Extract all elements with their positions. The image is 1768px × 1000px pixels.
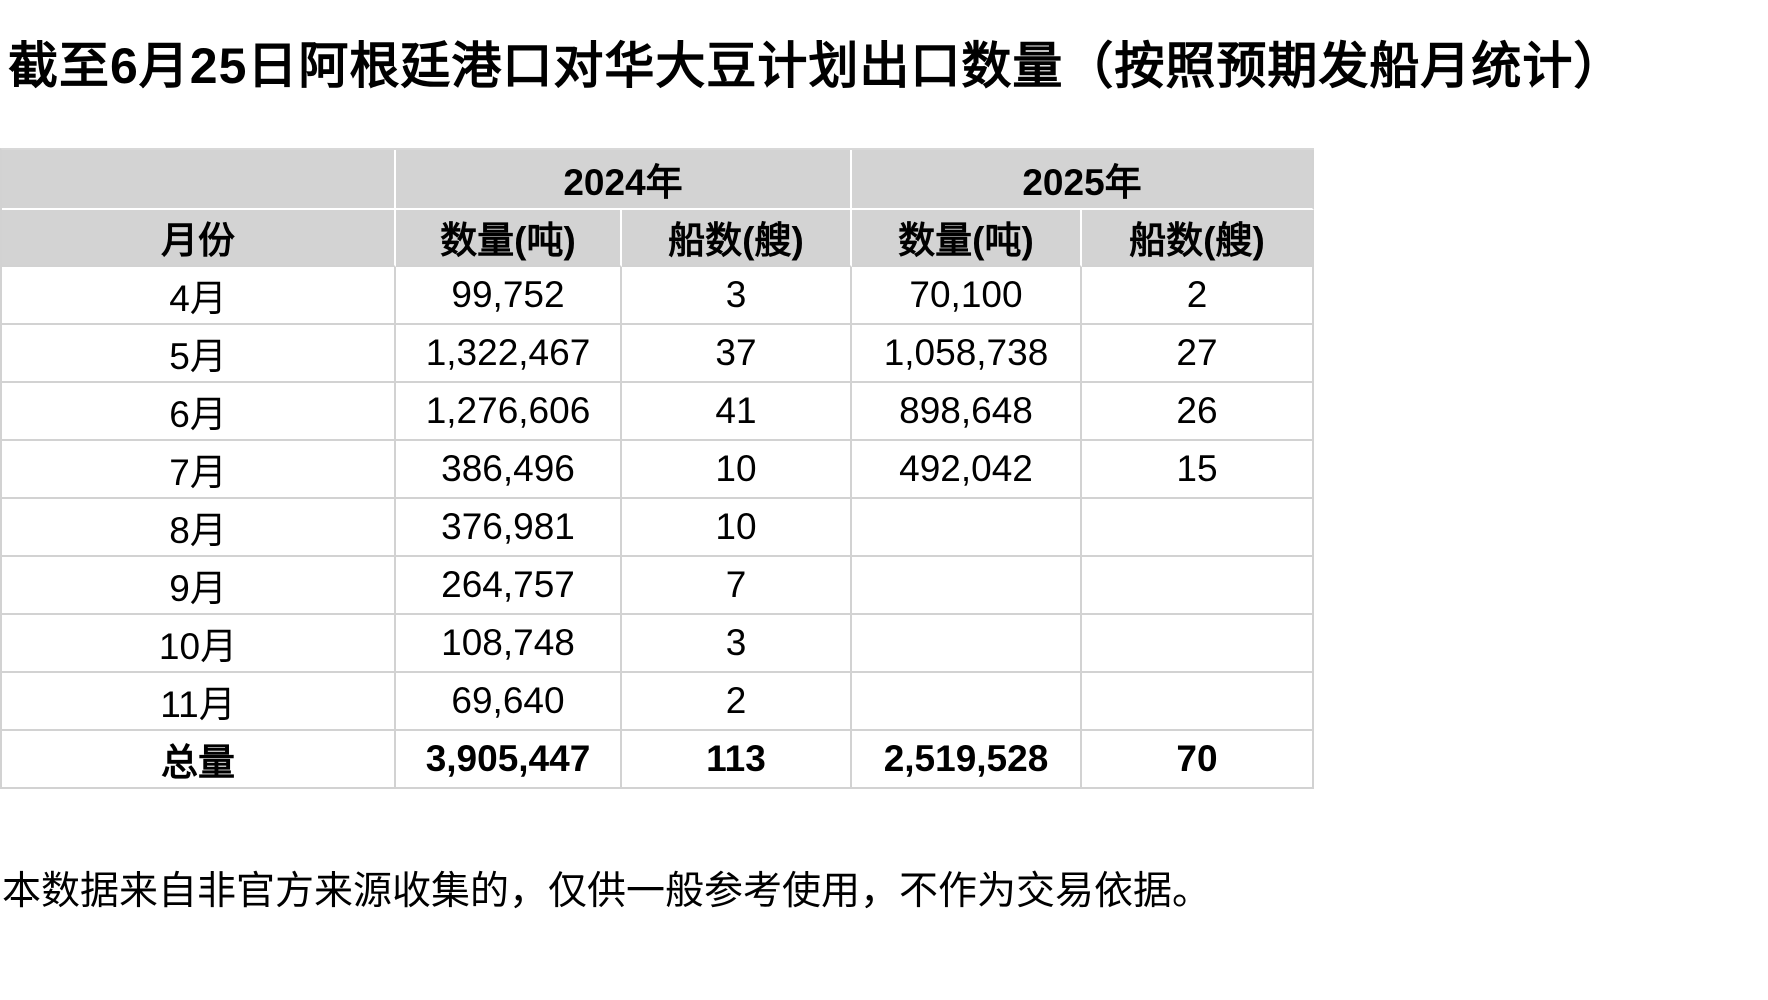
qty-2024-cell: 376,981	[396, 498, 622, 557]
qty-2025-cell: 70,100	[852, 266, 1082, 325]
ships-2024-cell: 10	[622, 498, 852, 557]
total-row: 总量 3,905,447 113 2,519,528 70	[2, 730, 1314, 789]
qty-2024-cell: 108,748	[396, 614, 622, 673]
month-cell: 4月	[2, 266, 396, 325]
ships-2024-cell: 7	[622, 556, 852, 615]
qty-2025-cell	[852, 672, 1082, 731]
qty-2024-cell: 1,276,606	[396, 382, 622, 441]
soybean-export-table: 2024年 2025年 月份 数量(吨) 船数(艘) 数量(吨) 船数(艘) 4…	[0, 147, 1314, 789]
ships-2024-cell: 41	[622, 382, 852, 441]
qty-2024-cell: 264,757	[396, 556, 622, 615]
ships-2024-cell: 10	[622, 440, 852, 499]
total-qty-2025-cell: 2,519,528	[852, 730, 1082, 789]
qty-2025-header: 数量(吨)	[852, 209, 1082, 267]
total-qty-2024-cell: 3,905,447	[396, 730, 622, 789]
page-title: 截至6月25日阿根廷港口对华大豆计划出口数量（按照预期发船月统计）	[8, 38, 1625, 94]
qty-2025-cell	[852, 614, 1082, 673]
qty-2024-cell: 386,496	[396, 440, 622, 499]
ships-2025-header: 船数(艘)	[1082, 209, 1314, 267]
table-row: 5月 1,322,467 37 1,058,738 27	[2, 324, 1314, 383]
table-row: 4月 99,752 3 70,100 2	[2, 266, 1314, 325]
total-label-cell: 总量	[2, 730, 396, 789]
qty-2025-cell: 1,058,738	[852, 324, 1082, 383]
qty-2024-cell: 1,322,467	[396, 324, 622, 383]
ships-2025-cell: 27	[1082, 324, 1314, 383]
table-row: 9月 264,757 7	[2, 556, 1314, 615]
month-header: 月份	[2, 209, 396, 267]
total-ships-2024-cell: 113	[622, 730, 852, 789]
month-cell: 7月	[2, 440, 396, 499]
ships-2025-cell	[1082, 556, 1314, 615]
table-row: 10月 108,748 3	[2, 614, 1314, 673]
ships-2025-cell	[1082, 672, 1314, 731]
year-header-2025: 2025年	[852, 149, 1314, 210]
year-header-2024: 2024年	[396, 149, 852, 210]
month-cell: 8月	[2, 498, 396, 557]
ships-2025-cell: 26	[1082, 382, 1314, 441]
ships-2024-cell: 3	[622, 266, 852, 325]
qty-2025-cell: 898,648	[852, 382, 1082, 441]
month-cell: 6月	[2, 382, 396, 441]
qty-2024-header: 数量(吨)	[396, 209, 622, 267]
ships-2025-cell: 2	[1082, 266, 1314, 325]
qty-2024-cell: 69,640	[396, 672, 622, 731]
column-header-row: 月份 数量(吨) 船数(艘) 数量(吨) 船数(艘)	[2, 209, 1314, 267]
table-row: 11月 69,640 2	[2, 672, 1314, 731]
table-row: 8月 376,981 10	[2, 498, 1314, 557]
ships-2025-cell	[1082, 498, 1314, 557]
ships-2024-header: 船数(艘)	[622, 209, 852, 267]
ships-2024-cell: 2	[622, 672, 852, 731]
month-cell: 10月	[2, 614, 396, 673]
year-header-row: 2024年 2025年	[2, 149, 1314, 210]
month-cell: 5月	[2, 324, 396, 383]
ships-2024-cell: 3	[622, 614, 852, 673]
month-cell: 11月	[2, 672, 396, 731]
table-row: 7月 386,496 10 492,042 15	[2, 440, 1314, 499]
ships-2025-cell: 15	[1082, 440, 1314, 499]
ships-2024-cell: 37	[622, 324, 852, 383]
qty-2025-cell	[852, 556, 1082, 615]
corner-cell	[2, 149, 396, 210]
disclaimer-footnote: 本数据来自非官方来源收集的，仅供一般参考使用，不作为交易依据。	[2, 869, 1212, 913]
qty-2024-cell: 99,752	[396, 266, 622, 325]
month-cell: 9月	[2, 556, 396, 615]
qty-2025-cell	[852, 498, 1082, 557]
qty-2025-cell: 492,042	[852, 440, 1082, 499]
total-ships-2025-cell: 70	[1082, 730, 1314, 789]
table-row: 6月 1,276,606 41 898,648 26	[2, 382, 1314, 441]
ships-2025-cell	[1082, 614, 1314, 673]
